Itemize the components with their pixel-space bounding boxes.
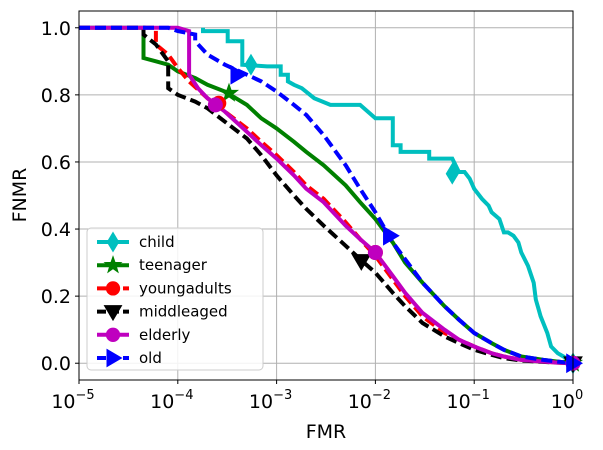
data-point-elderly [207, 97, 223, 113]
legend-label: elderly [139, 326, 190, 344]
y-axis-label: FNMR [9, 168, 31, 223]
y-tick-label: 0.8 [41, 85, 71, 107]
legend-item-elderly: elderly [97, 326, 190, 344]
legend-marker [103, 255, 123, 274]
x-tick-label: 10−4 [150, 388, 193, 413]
legend-item-middleaged: middleaged [97, 303, 228, 322]
x-tick-label: 100 [551, 388, 583, 413]
data-point-old [566, 353, 583, 374]
series-line-child [201, 27, 573, 365]
plot-frame [78, 10, 574, 381]
y-tick-label: 0.4 [41, 219, 71, 241]
data-point-child [445, 162, 459, 185]
series-line-teenager [79, 25, 573, 366]
y-tick-label: 1.0 [41, 18, 71, 40]
x-tick-label: 10−3 [249, 388, 292, 413]
legend-marker [103, 305, 123, 322]
legend-label: child [139, 233, 175, 251]
legend-label: youngadults [139, 279, 232, 297]
data-point-old [383, 225, 400, 246]
data-point-old [230, 64, 248, 85]
x-tick-label: 10−2 [348, 388, 391, 413]
data-point-teenager [219, 82, 240, 102]
data-point-child [244, 53, 258, 76]
legend-label: old [139, 349, 162, 367]
series-lines [79, 25, 573, 366]
y-tick-label: 0.2 [41, 286, 71, 308]
data-point-elderly [367, 245, 383, 261]
series-line-elderly [79, 25, 573, 366]
y-axis: 0.0 0.2 0.4 0.6 0.8 1.0 [41, 18, 79, 375]
x-axis: 10−5 10−4 10−3 10−2 10−1 100 [51, 380, 583, 413]
data-point-middleaged [351, 254, 372, 271]
x-tick-label: 10−5 [51, 388, 94, 413]
legend-box [86, 227, 264, 371]
legend-marker [106, 348, 123, 368]
legend-item-old: old [97, 348, 162, 368]
legend-marker [105, 281, 121, 296]
legend: child teenager youngadults middleaged elderl… [86, 227, 264, 371]
x-axis-label: FMR [306, 421, 347, 443]
series-line-youngadults [79, 25, 573, 366]
legend-item-youngadults: youngadults [97, 279, 232, 297]
legend-marker [105, 327, 121, 342]
legend-item-teenager: teenager [97, 255, 208, 274]
legend-marker [106, 231, 120, 253]
legend-item-child: child [97, 231, 175, 253]
y-tick-label: 0.0 [41, 353, 71, 375]
y-tick-label: 0.6 [41, 152, 71, 174]
series-line-old [79, 25, 573, 366]
x-tick-label: 10−1 [447, 388, 490, 413]
legend-label: teenager [139, 256, 208, 274]
legend-label: middleaged [139, 303, 228, 321]
